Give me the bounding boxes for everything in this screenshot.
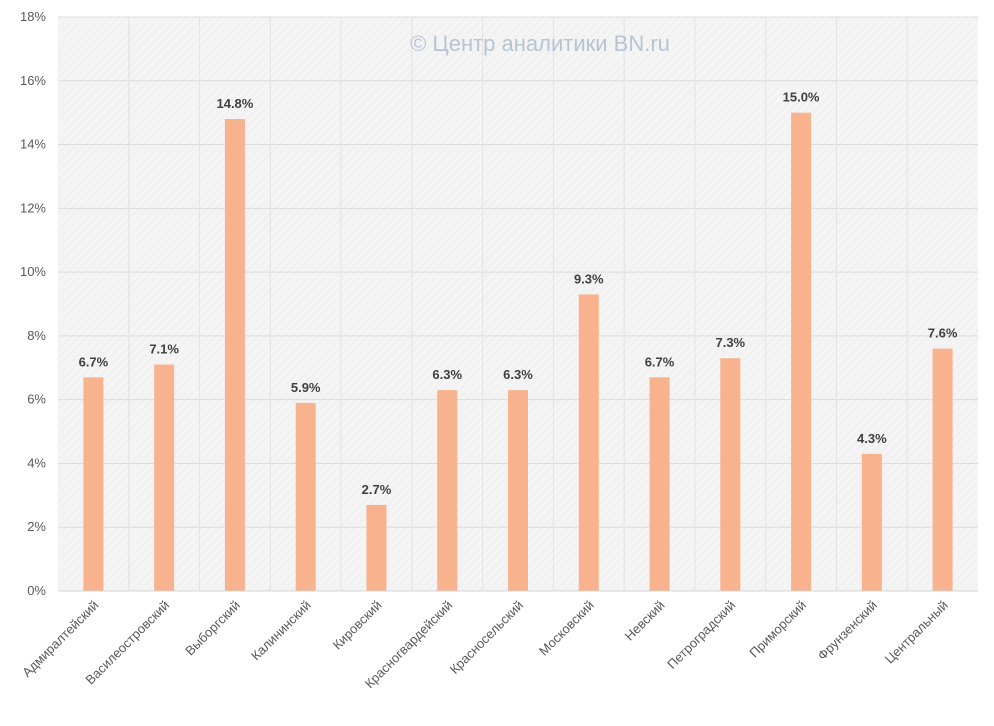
x-tick-label: Петроградский — [664, 598, 738, 672]
data-label: 7.1% — [149, 342, 179, 357]
bar — [932, 348, 953, 591]
y-tick-label: 0% — [27, 583, 46, 598]
x-tick-label: Невский — [622, 598, 668, 644]
data-labels: 6.7% 7.1% 14.8% 5.9% 2.7% 6.3% 6.3% 9.3% 6.7% 7.3… — [79, 90, 958, 497]
data-label: 4.3% — [857, 431, 887, 446]
y-tick-label: 8% — [27, 328, 46, 343]
y-tick-label: 2% — [27, 519, 46, 534]
x-tick-label: Московский — [536, 598, 597, 659]
data-label: 7.3% — [715, 335, 745, 350]
bar — [861, 453, 882, 591]
bar — [366, 504, 387, 591]
x-tick-label: Приморский — [746, 598, 809, 661]
data-label: 5.9% — [291, 380, 321, 395]
y-tick-label: 10% — [20, 264, 46, 279]
data-label: 2.7% — [362, 482, 392, 497]
x-tick-label: Красносельский — [447, 598, 526, 677]
data-label: 6.3% — [432, 367, 462, 382]
bar — [649, 377, 670, 591]
data-label: 15.0% — [783, 90, 820, 105]
y-tick-label: 14% — [20, 137, 46, 152]
data-label: 9.3% — [574, 271, 604, 286]
x-tick-label: Выборгский — [182, 598, 243, 659]
x-tick-label: Фрунзенский — [814, 598, 879, 663]
y-tick-label: 18% — [20, 9, 46, 24]
bars — [83, 112, 953, 592]
bar — [295, 402, 316, 591]
watermark: © Центр аналитики BN.ru — [410, 31, 670, 56]
data-label: 7.6% — [928, 326, 958, 341]
x-tick-label: Адмиралтейский — [19, 598, 101, 680]
y-tick-label: 16% — [20, 73, 46, 88]
bar — [720, 358, 741, 591]
y-tick-label: 6% — [27, 392, 46, 407]
y-tick-label: 12% — [20, 200, 46, 215]
bar — [578, 294, 599, 591]
x-tick-label: Кировский — [330, 598, 385, 653]
bar — [154, 364, 175, 591]
data-label: 6.7% — [645, 354, 675, 369]
data-label: 14.8% — [216, 96, 253, 111]
gridlines — [58, 16, 978, 591]
x-tick-label: Центральный — [882, 598, 951, 667]
bar — [83, 377, 104, 591]
x-tick-label: Калининский — [248, 598, 314, 664]
y-axis: 0% 2% 4% 6% 8% 10% 12% 14% 16% 18% — [20, 9, 46, 598]
bar — [791, 112, 812, 592]
data-label: 6.7% — [79, 354, 109, 369]
bar — [224, 119, 245, 592]
data-label: 6.3% — [503, 367, 533, 382]
bar — [508, 390, 528, 591]
bar — [437, 390, 458, 591]
y-tick-label: 4% — [27, 455, 46, 470]
